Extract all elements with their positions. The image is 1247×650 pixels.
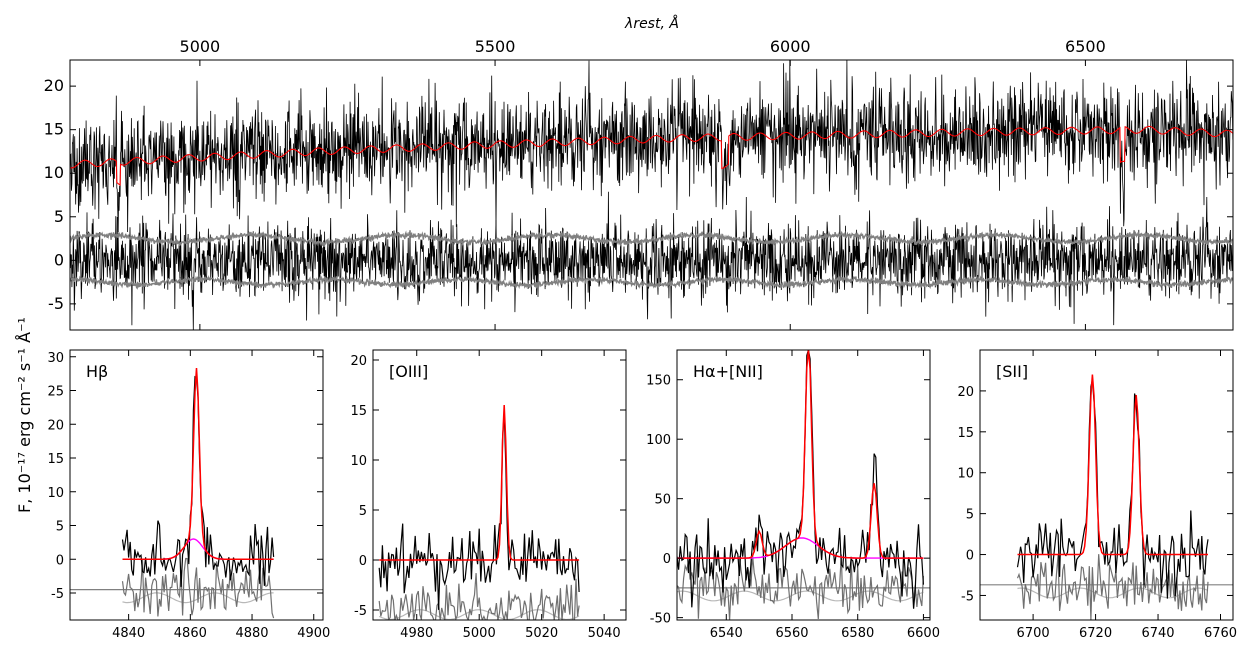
hbeta-ytick-label: 30 <box>47 351 64 366</box>
halpha-ytick-label: 0 <box>663 552 671 567</box>
top-axis-label: λrest, Å <box>624 15 679 32</box>
halpha-frame <box>676 349 931 621</box>
residuals-line <box>70 191 1233 330</box>
sii-line-label: [SII] <box>996 362 1028 381</box>
main-plot-area <box>70 60 1233 330</box>
halpha-ytick-label: -50 <box>650 612 671 627</box>
sii-panel: -5 0 5 10 15 20 6700 6720 6740 6760 [SII] <box>957 349 1237 641</box>
main-xtick-label: 5500 <box>475 37 516 56</box>
sii-xtick-label: 6760 <box>1204 626 1237 641</box>
halpha-observed-line <box>677 350 924 609</box>
halpha-line-label: Hα+[NII] <box>693 362 763 381</box>
hbeta-ytick-label: 15 <box>47 452 64 467</box>
main-xtick-label: 6500 <box>1065 37 1106 56</box>
hbeta-plot-area <box>70 367 323 619</box>
oiii-residual-line <box>378 573 580 620</box>
hbeta-frame <box>69 349 324 621</box>
oiii-plot-area <box>378 404 580 620</box>
oiii-ytick-label: 5 <box>359 504 367 519</box>
oiii-ytick-label: 10 <box>350 454 367 469</box>
halpha-plot-area <box>677 350 930 620</box>
halpha-ytick-label: 150 <box>646 374 671 389</box>
oiii-xtick-label: 5020 <box>525 626 558 641</box>
oiii-ytick-label: 15 <box>350 404 367 419</box>
hbeta-ytick-label: -5 <box>51 587 64 602</box>
sii-plot-area <box>980 374 1233 620</box>
main-ytick-label: 5 <box>54 207 64 226</box>
sii-error-line <box>1017 587 1209 599</box>
oiii-ytick-label: -5 <box>354 604 367 619</box>
oiii-frame <box>372 349 627 621</box>
hbeta-fit-line <box>122 367 274 561</box>
main-frame <box>69 59 1234 331</box>
hbeta-xtick-label: 4860 <box>174 626 207 641</box>
sii-ytick-label: 0 <box>966 549 974 564</box>
sii-ytick-label: 5 <box>966 508 974 523</box>
error-upper-line <box>70 230 1233 248</box>
halpha-residual-line <box>677 554 924 620</box>
halpha-ytick-label: 50 <box>654 493 671 508</box>
hbeta-ytick-label: 25 <box>47 385 64 400</box>
sii-ytick-label: 15 <box>957 426 974 441</box>
halpha-xtick-label: 6600 <box>907 626 940 641</box>
hbeta-line-label: Hβ <box>86 362 108 381</box>
main-ytick-label: 20 <box>44 76 64 95</box>
main-ytick-label: -5 <box>48 294 64 313</box>
y-axis-label: F, 10⁻¹⁷ erg cm⁻² s⁻¹ Å⁻¹ <box>15 317 34 513</box>
hbeta-xtick-label: 4840 <box>112 626 145 641</box>
main-ytick-label: 15 <box>44 120 64 139</box>
sii-fit-line <box>1017 374 1208 556</box>
main-xtick-label: 5000 <box>180 37 221 56</box>
hbeta-ytick-label: 10 <box>47 486 64 501</box>
halpha-fit-line <box>677 350 924 559</box>
oiii-panel: -5 0 5 10 15 20 4980 5000 5020 5040 [OIII] <box>350 349 627 641</box>
oiii-xtick-label: 4980 <box>400 626 433 641</box>
sii-xtick-label: 6700 <box>1017 626 1050 641</box>
sii-frame <box>979 349 1234 621</box>
main-spectrum-panel: -5 0 5 10 15 20 5000 5500 6000 6500 <box>44 37 1234 331</box>
hbeta-panel: -5 0 5 10 15 20 25 30 4840 4860 4880 4900 Hβ <box>47 349 330 641</box>
halpha-ytick-label: 100 <box>646 433 671 448</box>
model-spectrum-line <box>70 125 1233 186</box>
sii-xtick-label: 6740 <box>1141 626 1174 641</box>
oiii-observed-line <box>378 412 580 610</box>
hbeta-residual-line <box>121 557 275 619</box>
sii-observed-line <box>1016 379 1209 599</box>
main-ytick-label: 10 <box>44 163 64 182</box>
hbeta-ytick-label: 0 <box>56 553 64 568</box>
hbeta-ytick-label: 5 <box>56 520 64 535</box>
sii-xtick-label: 6720 <box>1079 626 1112 641</box>
error-lower-line <box>70 274 1233 290</box>
hbeta-xtick-label: 4900 <box>297 626 330 641</box>
halpha-xtick-label: 6540 <box>710 626 743 641</box>
oiii-xtick-label: 5040 <box>588 626 621 641</box>
oiii-xtick-label: 5000 <box>463 626 496 641</box>
halpha-xtick-label: 6560 <box>775 626 808 641</box>
oiii-ytick-label: 0 <box>359 554 367 569</box>
main-ytick-label: 0 <box>54 250 64 269</box>
sii-ytick-label: -5 <box>961 589 974 604</box>
halpha-nii-panel: -50 0 50 100 150 6540 6560 6580 6600 Hα+[NII] <box>646 349 940 641</box>
sii-ytick-label: 20 <box>957 385 974 400</box>
oiii-line-label: [OIII] <box>389 362 428 381</box>
main-xtick-label: 6000 <box>770 37 811 56</box>
oiii-fit-line <box>379 404 580 561</box>
oiii-ytick-label: 20 <box>350 354 367 369</box>
hbeta-xtick-label: 4880 <box>235 626 268 641</box>
halpha-xtick-label: 6580 <box>841 626 874 641</box>
sii-ytick-label: 10 <box>957 467 974 482</box>
hbeta-ytick-label: 20 <box>47 418 64 433</box>
observed-spectrum-line <box>70 60 1233 233</box>
